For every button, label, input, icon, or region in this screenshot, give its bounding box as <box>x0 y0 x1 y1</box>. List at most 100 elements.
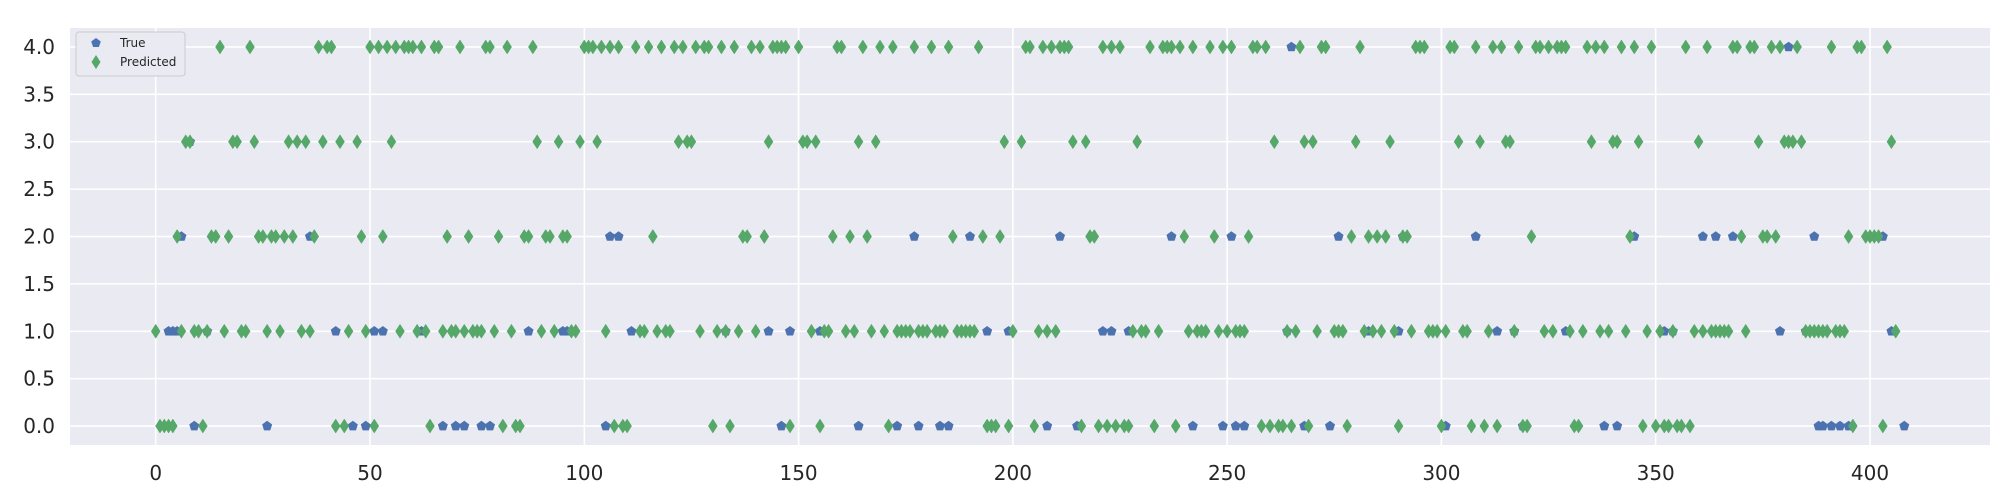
predicted-point <box>305 323 315 339</box>
predicted-point <box>318 134 328 150</box>
predicted-point <box>630 39 641 55</box>
predicted-point <box>288 229 298 244</box>
true-point <box>1710 231 1721 241</box>
predicted-point <box>1749 39 1760 55</box>
predicted-point <box>223 229 234 244</box>
predicted-point <box>588 39 598 55</box>
true-point <box>1097 325 1108 336</box>
predicted-point <box>433 39 444 55</box>
predicted-point <box>352 134 362 150</box>
predicted-point <box>648 229 658 244</box>
predicted-point <box>922 323 932 339</box>
predicted-point <box>1140 323 1151 339</box>
predicted-point <box>498 418 508 434</box>
predicted-point <box>1873 229 1884 244</box>
true-point <box>459 420 470 431</box>
predicted-point <box>1668 323 1678 339</box>
predicted-point <box>978 229 988 244</box>
predicted-point <box>845 229 855 244</box>
predicted-point <box>643 39 654 55</box>
legend-label-predicted: Predicted <box>120 55 176 69</box>
predicted-point <box>1595 323 1605 339</box>
predicted-point <box>995 229 1005 244</box>
true-point <box>1239 420 1250 431</box>
predicted-point <box>1603 323 1614 339</box>
predicted-point <box>720 323 731 339</box>
y-tick-label: 2.5 <box>23 177 55 201</box>
predicted-point <box>828 229 838 244</box>
predicted-point <box>1543 39 1554 55</box>
true-point <box>523 325 534 336</box>
x-tick-label: 200 <box>994 461 1032 485</box>
predicted-point <box>1402 229 1412 244</box>
predicted-point <box>1620 323 1631 339</box>
y-tick-label: 1.0 <box>23 319 55 343</box>
predicted-point <box>335 134 345 150</box>
predicted-point <box>810 134 821 150</box>
predicted-point <box>1723 323 1734 339</box>
predicted-point <box>356 229 367 244</box>
predicted-point <box>1732 39 1742 55</box>
predicted-point <box>373 39 384 55</box>
true-point <box>1106 325 1117 336</box>
predicted-point <box>862 229 872 244</box>
predicted-point <box>969 323 980 339</box>
predicted-point <box>639 323 650 339</box>
predicted-point <box>575 134 585 150</box>
predicted-point <box>1698 323 1708 339</box>
predicted-point <box>215 39 225 55</box>
predicted-point <box>1252 39 1262 55</box>
predicted-point <box>176 323 187 339</box>
predicted-point <box>750 323 761 339</box>
predicted-point <box>1175 39 1185 55</box>
x-tick-label: 250 <box>1208 461 1246 485</box>
predicted-point <box>172 229 182 244</box>
predicted-point <box>1625 229 1635 244</box>
true-point <box>1324 420 1336 431</box>
predicted-point <box>883 418 894 434</box>
predicted-point <box>1312 323 1322 339</box>
predicted-point <box>759 229 770 244</box>
predicted-point <box>1599 39 1610 55</box>
predicted-point <box>1110 418 1121 434</box>
predicted-point <box>905 323 915 339</box>
predicted-point <box>210 229 221 244</box>
predicted-point <box>1775 39 1785 55</box>
predicted-point <box>1393 418 1404 434</box>
predicted-point <box>1535 39 1545 55</box>
predicted-point <box>1766 39 1777 55</box>
predicted-point <box>1346 229 1357 244</box>
predicted-point <box>1496 39 1507 55</box>
predicted-point <box>1042 323 1052 339</box>
predicted-point <box>455 39 465 55</box>
predicted-point <box>1856 39 1867 55</box>
true-point <box>1817 420 1828 431</box>
predicted-point <box>1338 323 1348 339</box>
predicted-point <box>780 39 791 55</box>
true-point <box>1697 231 1708 241</box>
predicted-point <box>185 134 195 150</box>
predicted-point <box>1068 134 1078 150</box>
predicted-point <box>1243 229 1254 244</box>
predicted-point <box>412 323 422 339</box>
predicted-point <box>1205 39 1215 55</box>
data-marks <box>150 39 1910 434</box>
predicted-point <box>326 39 337 55</box>
predicted-point <box>420 323 431 339</box>
predicted-point <box>1449 39 1460 55</box>
predicted-point <box>1123 418 1134 434</box>
predicted-point <box>1128 323 1138 339</box>
true-point <box>1333 231 1344 241</box>
true-point <box>476 420 487 431</box>
predicted-point <box>1646 39 1657 55</box>
predicted-point <box>1788 134 1798 150</box>
true-point <box>964 231 976 241</box>
legend-item-predicted: Predicted <box>91 55 176 69</box>
predicted-point <box>450 323 461 339</box>
x-tick-label: 50 <box>357 461 382 485</box>
predicted-point <box>313 39 324 55</box>
predicted-point <box>1106 39 1117 55</box>
predicted-point <box>382 39 392 55</box>
predicted-point <box>858 39 868 55</box>
predicted-point <box>695 323 705 339</box>
